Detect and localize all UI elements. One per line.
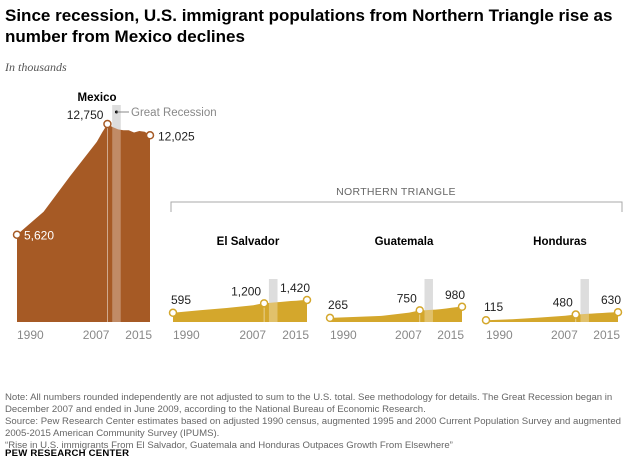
series-title: El Salvador [217, 236, 280, 248]
value-label: 1,420 [280, 281, 310, 295]
tick-label: 2007 [551, 328, 578, 342]
value-label: 265 [328, 298, 348, 312]
source-text: Source: Pew Research Center estimates ba… [5, 416, 622, 439]
value-label: 1,200 [231, 284, 261, 298]
report-title: “Rise in U.S. immigrants From El Salvado… [5, 440, 453, 451]
value-label: 480 [553, 296, 573, 310]
recession-overlay-guatemala [424, 279, 433, 322]
tick-label: 2015 [282, 328, 309, 342]
value-label: 115 [484, 300, 503, 314]
tick-label: 1990 [486, 328, 513, 342]
value-label: 12,750 [67, 108, 104, 122]
chart-notes: Note: All numbers rounded independently … [5, 392, 630, 452]
value-label: 5,620 [24, 229, 54, 243]
recession-band-el-salvador [268, 279, 278, 322]
point-honduras-2007 [571, 310, 581, 319]
group-bracket [170, 201, 623, 212]
tick-label: 2007 [395, 328, 422, 342]
value-label: 750 [397, 291, 417, 305]
series-title: Guatemala [375, 236, 434, 248]
point-honduras-2015 [613, 307, 623, 317]
tick-label: 2015 [593, 328, 620, 342]
series-title: Honduras [533, 236, 587, 248]
point-mexico-1990 [12, 230, 22, 239]
tick-label: 2007 [83, 328, 110, 342]
value-label: 595 [171, 293, 191, 307]
point-guatemala-2007 [415, 306, 425, 315]
chart-title: Since recession, U.S. immigrant populati… [5, 6, 613, 46]
point-guatemala-1990 [325, 313, 335, 323]
chart-subtitle: In thousands [5, 60, 67, 74]
point-honduras-1990 [481, 315, 491, 325]
point-guatemala-2015 [457, 302, 467, 312]
recession-overlay-honduras [580, 279, 589, 322]
value-label: 980 [445, 288, 465, 302]
area-honduras [486, 312, 618, 322]
source-org: PEW RESEARCH CENTER [5, 448, 130, 459]
area-guatemala [330, 306, 462, 322]
recession-overlay-el-salvador [268, 279, 278, 322]
recession-overlay-mexico [112, 105, 121, 322]
chart-canvas: 5,620 12,750 12,025 Mexico Great Recession 19… [12, 92, 623, 342]
point-mexico-2007 [103, 119, 112, 129]
area-mexico [17, 124, 150, 322]
point-el-salvador-2015 [302, 295, 312, 305]
point-el-salvador-1990 [168, 308, 178, 318]
value-label: 630 [601, 293, 621, 307]
tick-label: 1990 [173, 328, 200, 342]
tick-label: 1990 [17, 328, 44, 342]
recession-band-guatemala [424, 279, 433, 322]
series-title: Mexico [78, 92, 117, 104]
recession-band-honduras [580, 279, 589, 322]
tick-label: 1990 [330, 328, 357, 342]
tick-label: 2007 [239, 328, 266, 342]
area-el-salvador [173, 299, 307, 322]
recession-label: Great Recession [131, 107, 217, 119]
value-label: 12,025 [158, 129, 195, 143]
tick-label: 2015 [437, 328, 464, 342]
point-mexico-2015 [145, 131, 155, 140]
group-label: NORTHERN TRIANGLE [336, 186, 456, 198]
note-text: Note: All numbers rounded independently … [5, 392, 613, 415]
point-el-salvador-2007 [259, 299, 269, 308]
tick-label: 2015 [125, 328, 152, 342]
